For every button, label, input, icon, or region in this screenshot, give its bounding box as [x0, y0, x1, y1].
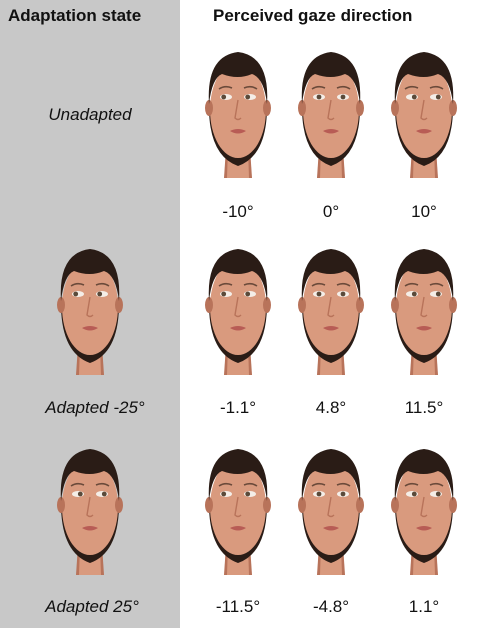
test-face-r2-c2 [293, 245, 369, 375]
perceived-angle: -4.8° [312, 597, 350, 616]
test-face-r1-c3 [386, 48, 462, 178]
face-icon [391, 249, 457, 375]
perceived-angle: -11.5° [215, 597, 261, 616]
face-icon [205, 52, 271, 178]
face-icon [298, 449, 364, 575]
state-label-adapted-pos25: Adapted 25° [45, 597, 139, 616]
perceived-angle: -1.1° [219, 398, 257, 417]
test-face-r3-c1 [200, 445, 276, 575]
face-icon [57, 449, 123, 575]
face-icon [298, 249, 364, 375]
face-icon [205, 249, 271, 375]
face-icon [57, 249, 123, 375]
perceived-gaze-header: Perceived gaze direction [213, 6, 413, 25]
perceived-angle: 10° [411, 202, 437, 221]
test-face-r1-c1 [200, 48, 276, 178]
adaptor-face-r2 [52, 245, 128, 375]
test-face-r3-c3 [386, 445, 462, 575]
state-label-adapted-neg25: Adapted -25° [45, 398, 145, 417]
perceived-angle: 4.8° [315, 398, 347, 417]
perceived-angle: -10° [222, 202, 254, 221]
face-icon [205, 449, 271, 575]
test-face-r1-c2 [293, 48, 369, 178]
adaptor-face-r3 [52, 445, 128, 575]
adaptation-state-header: Adaptation state [8, 6, 142, 25]
face-icon [298, 52, 364, 178]
perceived-angle: 11.5° [404, 398, 444, 417]
perceived-angle: 1.1° [408, 597, 440, 616]
perceived-angle: 0° [322, 202, 340, 221]
state-label-unadapted: Unadapted [48, 105, 132, 124]
test-face-r2-c3 [386, 245, 462, 375]
test-face-r2-c1 [200, 245, 276, 375]
test-face-r3-c2 [293, 445, 369, 575]
face-icon [391, 52, 457, 178]
face-icon [391, 449, 457, 575]
